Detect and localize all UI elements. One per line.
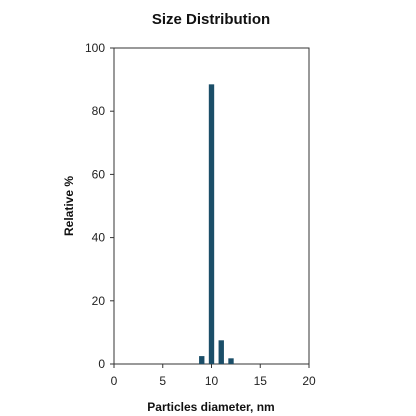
x-tick-label: 5: [159, 374, 166, 388]
y-tick-label: 0: [98, 357, 105, 371]
y-tick-label: 60: [92, 167, 106, 181]
y-tick-label: 20: [92, 294, 106, 308]
plot-area: 0 20 40 60 80 100 0 5 10 15 20: [85, 41, 316, 388]
y-tick-label: 40: [92, 231, 106, 245]
y-tick-label: 100: [85, 41, 105, 55]
y-axis-title: Relative %: [62, 176, 76, 236]
chart-title: Size Distribution: [152, 11, 270, 28]
x-tick-label: 20: [302, 374, 316, 388]
x-tick-label: 10: [205, 374, 219, 388]
bar-10: [208, 84, 215, 364]
y-axis-ticks: 0 20 40 60 80 100: [85, 41, 114, 371]
y-tick-label: 80: [92, 104, 106, 118]
x-tick-label: 0: [111, 374, 118, 388]
x-tick-label: 15: [254, 374, 268, 388]
bar-9: [199, 356, 205, 364]
bar-11: [218, 340, 224, 364]
bars-group: [199, 84, 234, 364]
bar-12: [228, 358, 234, 364]
x-axis-ticks: 0 5 10 15 20: [111, 364, 316, 388]
x-axis-title: Particles diameter, nm: [147, 400, 274, 414]
